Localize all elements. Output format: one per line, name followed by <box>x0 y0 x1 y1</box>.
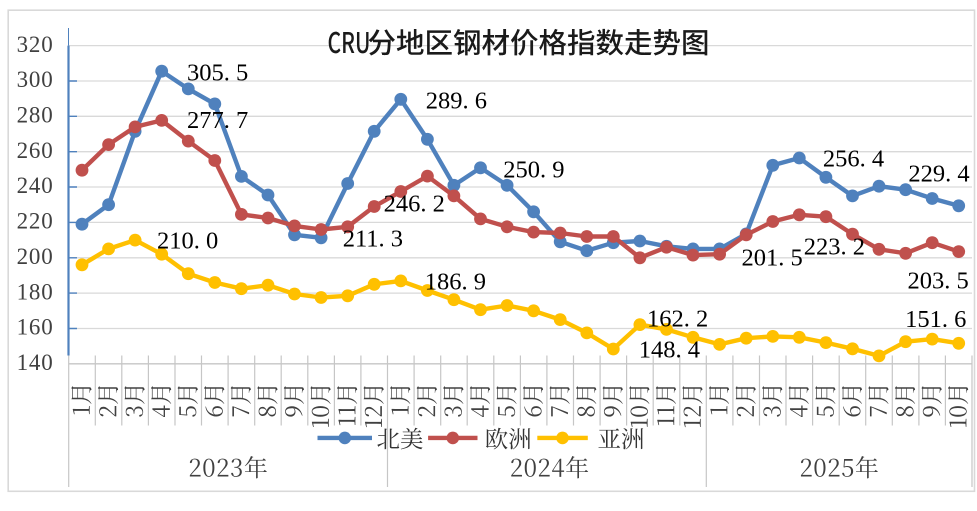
svg-text:256. 4: 256. 4 <box>823 145 884 172</box>
svg-text:280: 280 <box>17 103 54 128</box>
svg-text:140: 140 <box>17 350 54 375</box>
svg-text:320: 320 <box>17 32 54 57</box>
svg-text:246. 2: 246. 2 <box>384 191 445 218</box>
svg-text:220: 220 <box>17 209 54 234</box>
svg-text:277. 7: 277. 7 <box>187 107 248 134</box>
svg-text:223. 2: 223. 2 <box>804 234 865 261</box>
svg-text:186. 9: 186. 9 <box>425 268 486 295</box>
svg-text:162. 2: 162. 2 <box>647 306 708 333</box>
svg-text:200: 200 <box>17 244 54 269</box>
svg-text:260: 260 <box>17 138 54 163</box>
svg-text:289. 6: 289. 6 <box>426 87 487 114</box>
svg-text:250. 9: 250. 9 <box>503 157 564 184</box>
svg-text:203. 5: 203. 5 <box>908 268 969 295</box>
svg-text:210. 0: 210. 0 <box>157 228 218 255</box>
svg-text:160: 160 <box>17 315 54 340</box>
svg-text:300: 300 <box>17 67 54 92</box>
svg-text:211. 3: 211. 3 <box>343 226 403 253</box>
svg-text:201. 5: 201. 5 <box>742 245 803 272</box>
svg-text:148. 4: 148. 4 <box>639 337 700 364</box>
svg-text:151. 6: 151. 6 <box>905 306 966 333</box>
svg-text:229. 4: 229. 4 <box>908 161 969 188</box>
svg-text:240: 240 <box>17 173 54 198</box>
svg-text:305. 5: 305. 5 <box>187 59 248 86</box>
svg-text:180: 180 <box>17 279 54 304</box>
